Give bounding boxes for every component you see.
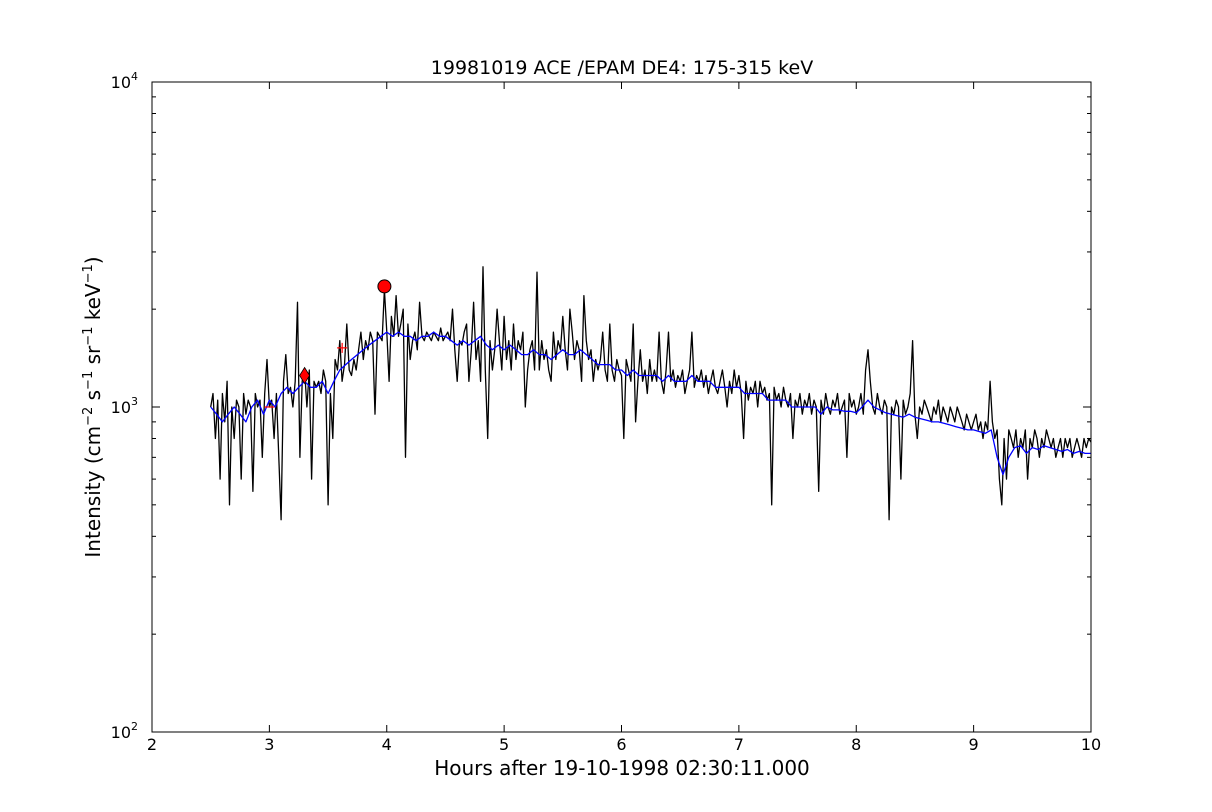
y-label-mid2: sr bbox=[81, 345, 105, 371]
x-tick-label-9: 10 bbox=[1081, 735, 1101, 754]
x-tick-label-3: 4 bbox=[382, 735, 392, 754]
plot-frame bbox=[151, 81, 1092, 733]
y-label-mid3: keV bbox=[81, 283, 105, 327]
x-tick-label-5: 6 bbox=[616, 735, 626, 754]
x-tick-label-6: 7 bbox=[734, 735, 744, 754]
y-axis-label: Intensity (cm−2 s−1 sr−1 keV−1) bbox=[81, 256, 105, 557]
x-tick-label-2: 3 bbox=[264, 735, 274, 754]
marker-layer bbox=[264, 279, 392, 408]
y-label-exp4: −1 bbox=[81, 264, 96, 283]
y-tick-label-3: 104 bbox=[111, 70, 138, 92]
plot-area bbox=[152, 82, 1091, 732]
y-label-exp3: −1 bbox=[81, 327, 96, 346]
x-tick-label-4: 5 bbox=[499, 735, 509, 754]
x-tick-label-1: 2 bbox=[147, 735, 157, 754]
series-line-2 bbox=[210, 331, 1091, 476]
series-line-1 bbox=[210, 266, 1092, 521]
series-layer bbox=[210, 266, 1092, 521]
y-label-suffix: ) bbox=[81, 256, 105, 264]
y-label-exp2: −1 bbox=[81, 371, 96, 390]
chart-title: 19981019 ACE /EPAM DE4: 175-315 keV bbox=[431, 57, 813, 79]
x-tick-label-7: 8 bbox=[851, 735, 861, 754]
y-label-exp1: −2 bbox=[81, 407, 96, 426]
marker-plus-3 bbox=[337, 342, 348, 353]
tick-layer: 2 3 4 5 6 7 8 9 10 102 103 104 bbox=[111, 70, 1102, 754]
y-label-mid1: s bbox=[81, 390, 105, 407]
y-tick-label-1: 102 bbox=[111, 720, 138, 742]
x-tick-label-8: 9 bbox=[969, 735, 979, 754]
y-label-prefix: Intensity (cm bbox=[81, 426, 105, 558]
marker-circle-1 bbox=[377, 279, 392, 294]
marker-diamond-2 bbox=[299, 366, 311, 385]
y-tick-label-2: 103 bbox=[111, 395, 138, 417]
x-axis-label: Hours after 19-10-1998 02:30:11.000 bbox=[434, 756, 810, 780]
